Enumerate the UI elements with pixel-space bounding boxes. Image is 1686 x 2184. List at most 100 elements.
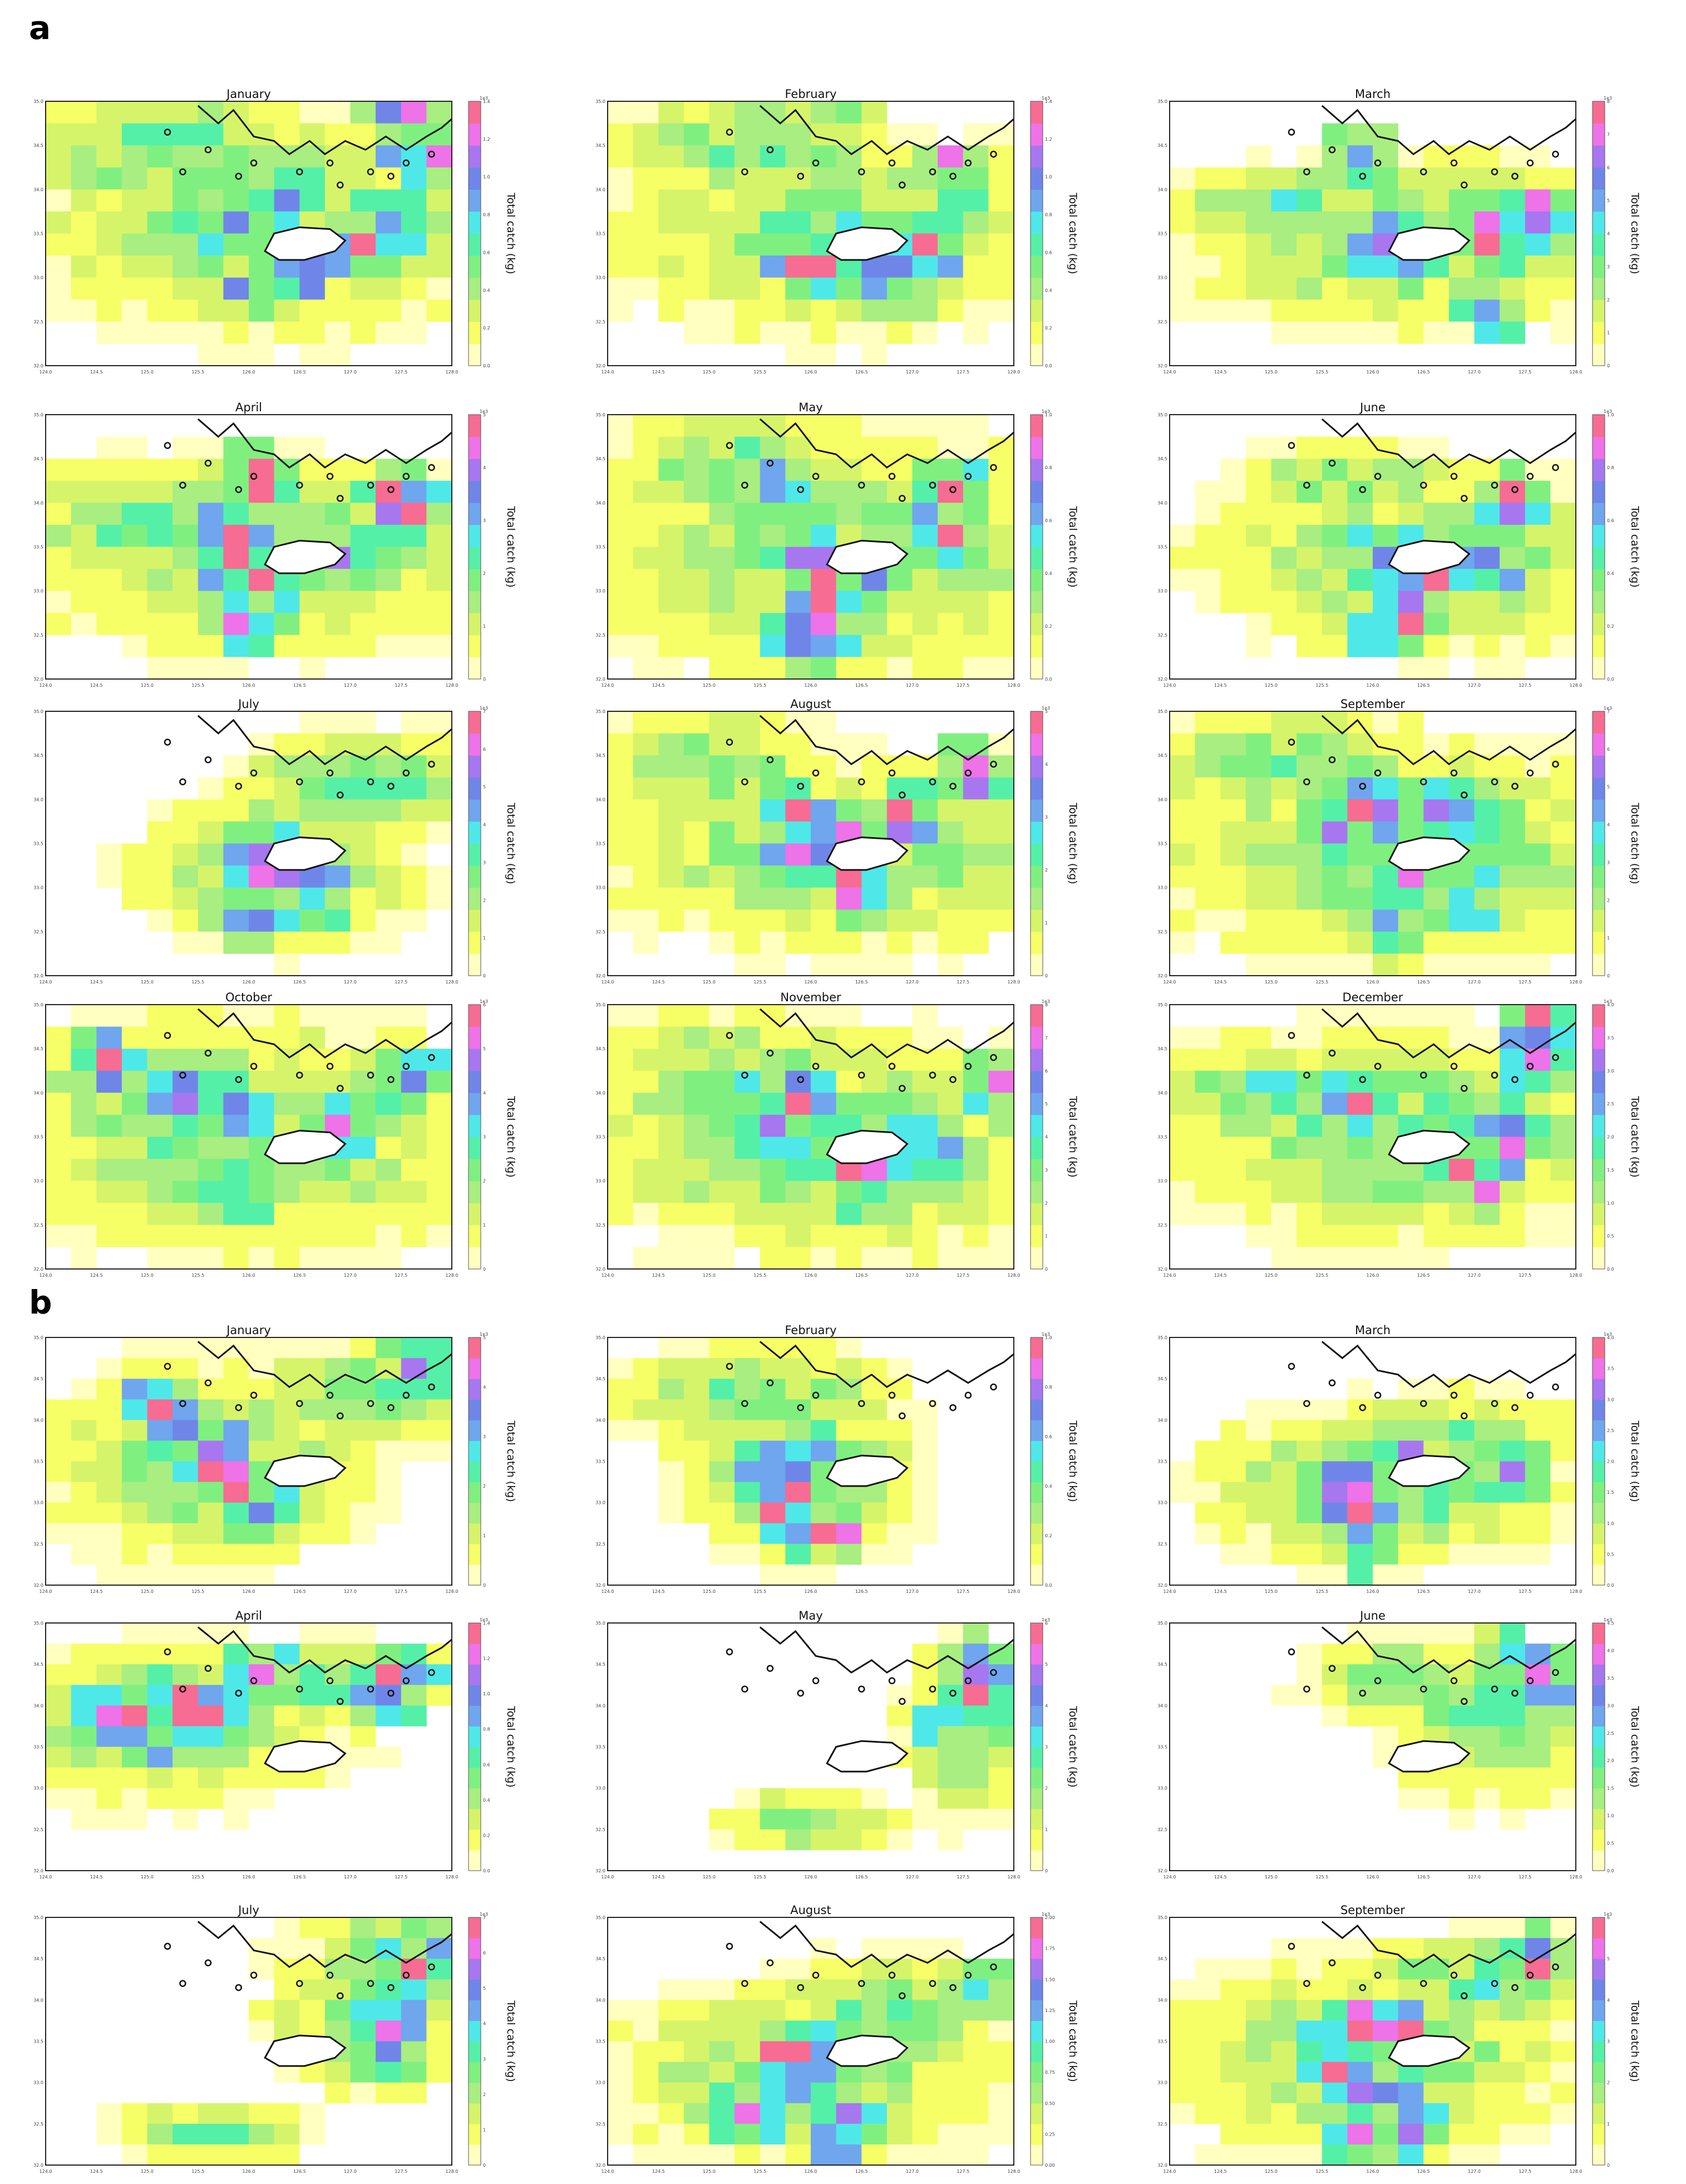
cell	[1398, 734, 1424, 756]
cell	[658, 799, 684, 822]
colorbar-segment	[1593, 1496, 1605, 1503]
x-tick-label: 125.5	[191, 2169, 204, 2174]
colorbar-segment	[1593, 1516, 1605, 1523]
cell	[351, 844, 376, 866]
cell	[1423, 1979, 1449, 2000]
cell	[1449, 569, 1475, 591]
x-tick-label: 124.0	[1164, 683, 1176, 688]
cell	[198, 1203, 224, 1225]
map-a-january: 124.0124.5125.0125.5126.0126.5127.0127.5…	[33, 87, 517, 375]
map-b-september: 124.0124.5125.0125.5126.0126.5127.0127.5…	[1157, 1903, 1641, 2174]
cell	[325, 909, 351, 932]
x-tick-label: 128.0	[446, 683, 459, 688]
colorbar-segment	[1593, 1843, 1605, 1851]
cell	[836, 1005, 862, 1027]
y-tick-label: 32.0	[1157, 1583, 1167, 1588]
cell	[658, 1181, 684, 1203]
cell	[122, 1027, 147, 1049]
cell	[1220, 909, 1246, 932]
cell	[172, 503, 198, 525]
cell	[1246, 2042, 1271, 2063]
colorbar-segment	[1031, 1938, 1043, 1945]
cell	[1195, 211, 1221, 234]
cell	[351, 1503, 376, 1524]
colorbar-tick-label: 4	[483, 1385, 486, 1390]
cell	[608, 1420, 633, 1441]
cell	[1475, 822, 1500, 844]
cell	[299, 2124, 325, 2145]
cell	[274, 1203, 300, 1225]
cell	[836, 1181, 862, 1203]
cell	[1550, 909, 1576, 932]
cell	[1550, 2000, 1576, 2021]
colorbar-segment	[469, 1644, 481, 1651]
cell	[401, 124, 427, 146]
cell	[147, 211, 173, 234]
colorbar-segment	[1593, 591, 1605, 599]
cell	[734, 2144, 760, 2166]
cell	[658, 1337, 684, 1359]
cell	[608, 1071, 633, 1093]
cell	[223, 657, 249, 679]
cell	[633, 2103, 659, 2124]
cell	[1373, 1005, 1398, 1027]
map-a-august: 124.0124.5125.0125.5126.0126.5127.0127.5…	[595, 697, 1079, 985]
cell	[1246, 1544, 1271, 1565]
cell	[709, 503, 735, 525]
cell	[1195, 591, 1221, 613]
cell	[1322, 1071, 1348, 1093]
y-tick-label: 32.5	[33, 1827, 43, 1832]
colorbar-segment	[469, 248, 481, 256]
cell	[274, 1399, 300, 1420]
cell	[1550, 1685, 1576, 1706]
colorbar-segment	[1593, 459, 1605, 466]
cell	[1271, 2000, 1297, 2021]
y-tick-label: 34.0	[1157, 797, 1167, 802]
cell	[1500, 1181, 1525, 1203]
cell	[633, 278, 659, 300]
cell	[122, 635, 147, 657]
cell	[785, 2124, 811, 2145]
colorbar-segment	[1593, 1358, 1605, 1365]
colorbar-segment	[469, 1924, 481, 1931]
cell	[760, 778, 786, 800]
y-tick-label: 34.0	[595, 187, 605, 192]
cell	[325, 1005, 351, 1027]
cell	[1550, 322, 1576, 344]
cell	[325, 932, 351, 954]
cell	[1322, 168, 1348, 190]
colorbar-segment	[1031, 1203, 1043, 1211]
colorbar-tick-label: 0	[1607, 973, 1610, 978]
cell	[684, 1159, 709, 1181]
colorbar-segment	[1593, 1041, 1605, 1049]
cell	[963, 211, 989, 234]
cell	[325, 1093, 351, 1115]
colorbar-segment	[1593, 2048, 1605, 2055]
cell	[1195, 822, 1221, 844]
cell	[684, 909, 709, 932]
cell	[709, 2000, 735, 2021]
cell	[274, 2124, 300, 2145]
y-tick-label: 33.5	[1157, 545, 1167, 550]
colorbar-segment	[1031, 1489, 1043, 1496]
colorbar-segment	[1031, 1379, 1043, 1386]
colorbar-segment	[1593, 1931, 1605, 1939]
cell	[709, 1809, 735, 1830]
month-title: June	[1359, 401, 1386, 414]
cell	[1449, 322, 1475, 344]
colorbar-segment	[469, 1129, 481, 1137]
cell	[1296, 1664, 1322, 1685]
cell	[734, 1358, 760, 1379]
cell	[249, 1523, 274, 1544]
cell	[709, 1093, 735, 1115]
cell	[198, 1768, 224, 1789]
colorbar-segment	[1031, 2062, 1043, 2069]
x-tick-label: 127.5	[395, 370, 407, 375]
cell	[1322, 2103, 1348, 2124]
panel-label-a: a	[29, 9, 51, 47]
cell	[1246, 525, 1271, 547]
cell	[71, 503, 97, 525]
colorbar-segment	[469, 1630, 481, 1637]
cell	[734, 865, 760, 888]
cell	[274, 1503, 300, 1524]
